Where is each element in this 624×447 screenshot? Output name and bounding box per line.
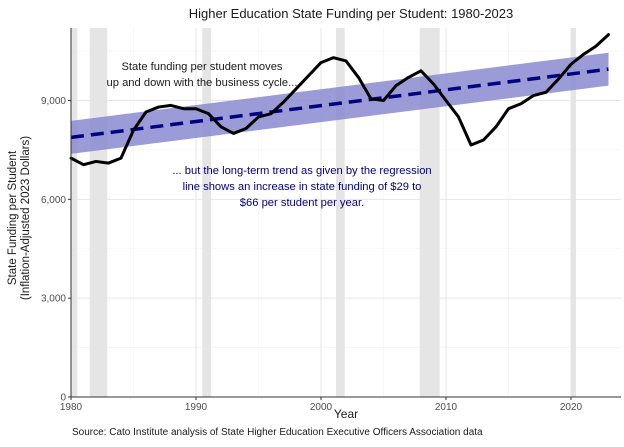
y-axis-label-line1: State Funding per Student (7, 150, 19, 285)
annotation-trend-line3: $66 per student per year. (240, 197, 364, 209)
y-axis-label-line2: (Inflation-Adjusted 2023 Dollars) (20, 136, 32, 300)
y-tick-label: 3,000 (41, 294, 66, 305)
recession-band (71, 28, 77, 397)
y-tick-label: 6,000 (41, 195, 66, 206)
x-axis-label: Year (334, 407, 358, 421)
x-tick-label: 2020 (560, 402, 583, 413)
annotation-cycle-line1: State funding per student moves (121, 61, 282, 73)
annotation-trend-line1: ... but the long-term trend as given by … (172, 165, 431, 177)
recession-band (336, 28, 345, 397)
x-tick-label: 1980 (60, 402, 83, 413)
x-tick-label: 2010 (435, 402, 458, 413)
x-tick-label: 2000 (310, 402, 333, 413)
source-note: Source: Cato Institute analysis of State… (72, 427, 483, 438)
annotation-trend-line2: line shows an increase in state funding … (183, 181, 422, 193)
recession-band (90, 28, 108, 397)
y-axis-label-group: State Funding per Student (Inflation-Adj… (7, 136, 32, 300)
chart-title: Higher Education State Funding per Stude… (189, 6, 514, 21)
annotation-cycle-line2: up and down with the business cycle... (107, 77, 298, 89)
y-tick-label: 9,000 (41, 96, 66, 107)
x-tick-label: 1990 (185, 402, 208, 413)
